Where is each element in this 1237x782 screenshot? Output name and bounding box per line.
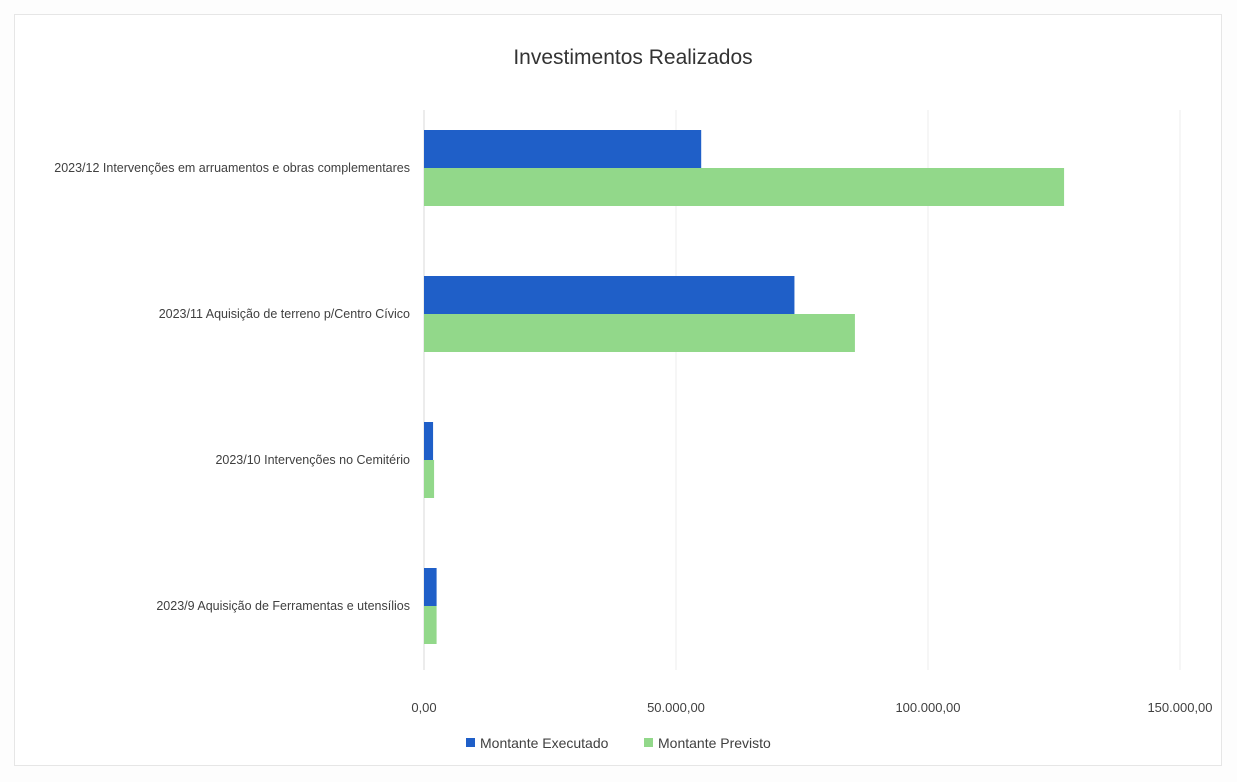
bar-previsto [424,606,437,644]
bar-previsto [424,460,435,498]
bar-executado [424,568,437,606]
bar-executado [424,276,795,314]
bar-previsto [424,168,1065,206]
x-tick-label: 50.000,00 [647,700,705,715]
bars [424,130,1065,644]
category-label: 2023/9 Aquisição de Ferramentas e utensí… [156,599,410,613]
legend-swatch [466,738,475,747]
bar-previsto [424,314,855,352]
category-label: 2023/12 Intervenções em arruamentos e ob… [54,161,410,175]
chart-title: Investimentos Realizados [513,46,752,69]
x-tick-label: 100.000,00 [895,700,960,715]
x-tick-label: 0,00 [411,700,436,715]
legend: Montante Executado Montante Previsto [466,735,771,751]
legend-label: Montante Previsto [658,735,771,751]
legend-item: Montante Previsto [644,735,771,751]
category-label: 2023/11 Aquisição de terreno p/Centro Cí… [159,307,410,321]
legend-swatch [644,738,653,747]
bar-executado [424,422,434,460]
category-label: 2023/10 Intervenções no Cemitério [215,453,410,467]
legend-label: Montante Executado [480,735,609,751]
x-tick-label: 150.000,00 [1147,700,1212,715]
category-labels: 2023/12 Intervenções em arruamentos e ob… [54,161,410,613]
bar-executado [424,130,702,168]
x-tick-labels: 0,00 50.000,00 100.000,00 150.000,00 [411,700,1212,715]
legend-item: Montante Executado [466,735,609,751]
